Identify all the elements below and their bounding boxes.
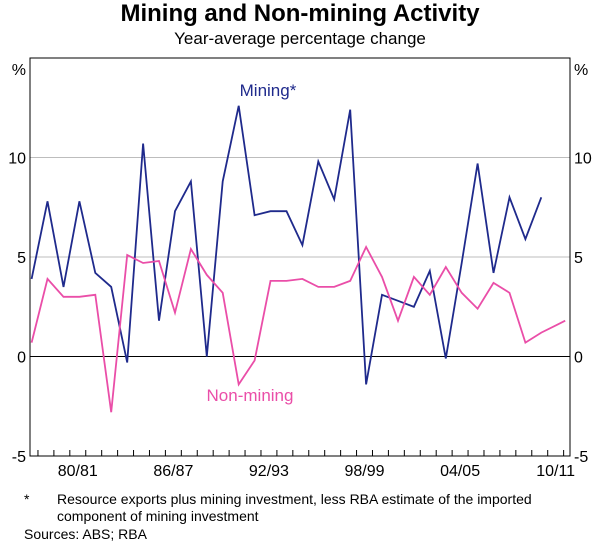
y-unit-right: % bbox=[574, 62, 588, 79]
x-tick-label: 04/05 bbox=[440, 463, 480, 480]
series-line-mining bbox=[30, 105, 543, 385]
y-unit-left: % bbox=[12, 62, 26, 79]
y-tick-label-left: 5 bbox=[17, 250, 26, 267]
chart-area: -5 -5 0 0 5 5 10 10% % 80/81 86/87 92/93 98/99 04/05 1… bbox=[8, 57, 592, 480]
annotation-mining: Mining* bbox=[240, 81, 297, 100]
footnote-marker: * bbox=[24, 491, 30, 507]
plot-frame bbox=[29, 57, 571, 457]
x-tick-label: 92/93 bbox=[249, 463, 289, 480]
x-tick-label: 98/99 bbox=[344, 463, 384, 480]
series-line-non-mining bbox=[30, 244, 566, 413]
axis-ticks bbox=[37, 450, 565, 456]
y-tick-label-left: 0 bbox=[17, 350, 26, 367]
x-tick-label: 80/81 bbox=[58, 463, 98, 480]
x-tick-label: 86/87 bbox=[153, 463, 193, 480]
footnote-text: Resource exports plus mining investment,… bbox=[57, 491, 532, 524]
y-tick-label-left: -5 bbox=[12, 449, 26, 466]
sources: Sources: ABS; RBA bbox=[24, 526, 147, 542]
y-tick-label-right: 10 bbox=[574, 151, 592, 168]
x-tick-label: 10/11 bbox=[536, 463, 575, 480]
y-tick-label-right: 0 bbox=[574, 350, 583, 367]
y-tick-label-right: 5 bbox=[574, 250, 583, 267]
series-lines bbox=[30, 105, 566, 413]
y-tick-label-left: 10 bbox=[8, 151, 26, 168]
axis-labels: -5 -5 0 0 5 5 10 10% % 80/81 86/87 92/93 98/99 04/05 1… bbox=[8, 62, 592, 480]
gridlines bbox=[30, 157, 570, 357]
annotation-non-mining: Non-mining bbox=[207, 386, 294, 405]
y-tick-label-right: -5 bbox=[574, 449, 588, 466]
chart-subtitle: Year-average percentage change bbox=[174, 29, 426, 48]
chart-title: Mining and Non-mining Activity bbox=[120, 0, 480, 27]
